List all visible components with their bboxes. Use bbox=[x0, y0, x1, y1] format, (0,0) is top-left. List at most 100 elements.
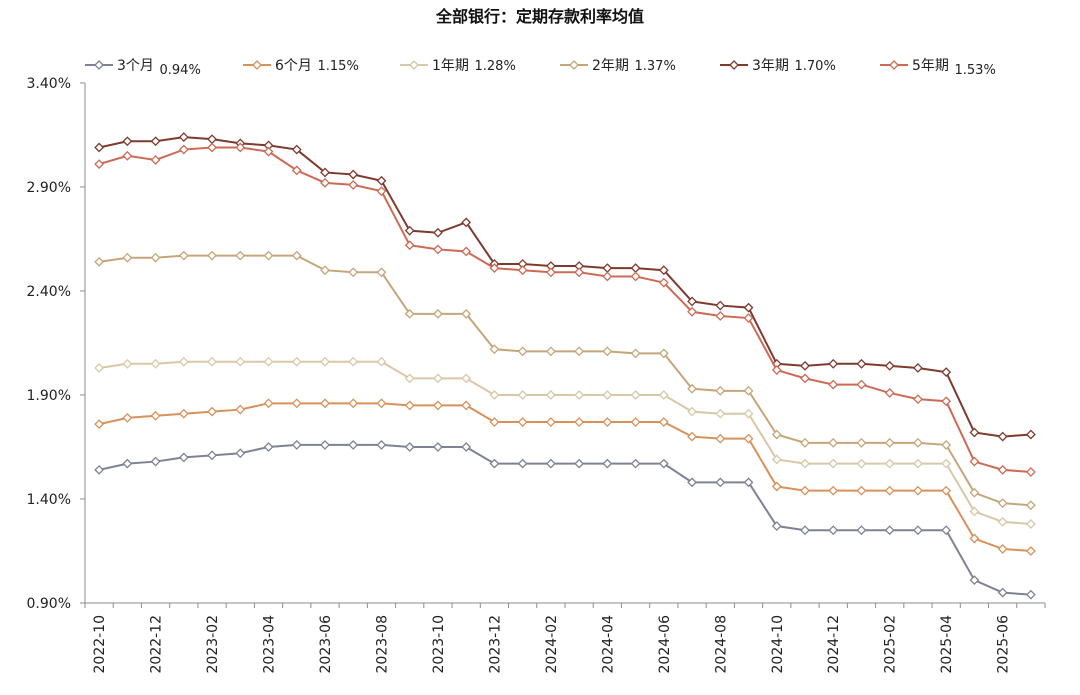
data-point bbox=[828, 458, 839, 469]
data-point bbox=[602, 263, 613, 274]
data-point bbox=[178, 408, 189, 419]
x-tick-label: 2024-02 bbox=[544, 615, 560, 674]
data-point bbox=[404, 240, 415, 251]
x-tick-label: 2023-02 bbox=[205, 615, 221, 674]
legend-value: 1.15% bbox=[318, 59, 359, 74]
data-point bbox=[997, 516, 1008, 527]
x-tick-label: 2023-04 bbox=[262, 615, 278, 674]
data-point bbox=[263, 146, 274, 157]
data-point bbox=[800, 360, 810, 371]
data-point bbox=[743, 433, 754, 444]
data-point bbox=[320, 440, 330, 450]
legend-marker bbox=[409, 60, 419, 70]
data-point bbox=[461, 400, 472, 411]
data-point bbox=[461, 373, 472, 384]
x-tick-label: 2023-06 bbox=[318, 615, 334, 674]
data-point bbox=[743, 385, 754, 396]
data-point bbox=[150, 456, 161, 467]
y-tick-label: 0.90% bbox=[27, 596, 71, 612]
data-point bbox=[376, 186, 387, 197]
data-point bbox=[376, 440, 387, 450]
data-point bbox=[545, 390, 556, 400]
data-point bbox=[433, 442, 443, 452]
data-point bbox=[856, 437, 867, 448]
x-tick-label: 2024-10 bbox=[770, 615, 786, 674]
data-point bbox=[94, 419, 105, 430]
data-point bbox=[969, 456, 980, 467]
data-point bbox=[150, 252, 161, 263]
legend-label: 5年期 bbox=[912, 58, 949, 74]
y-tick-label: 2.40% bbox=[27, 284, 71, 300]
data-point bbox=[235, 142, 246, 153]
legend: 3个月 0.94% 6个月 1.15% 1年期 1.28% 2年期 1.37% 3年期 1.70%… bbox=[85, 58, 996, 78]
data-point bbox=[715, 385, 726, 396]
x-tick-label: 2024-04 bbox=[600, 615, 616, 674]
data-point bbox=[658, 265, 669, 276]
data-point bbox=[715, 408, 726, 419]
data-point bbox=[574, 417, 585, 427]
data-point bbox=[320, 265, 330, 276]
data-point bbox=[771, 365, 782, 375]
data-point bbox=[517, 458, 528, 469]
data-point bbox=[658, 390, 669, 400]
data-point bbox=[150, 358, 161, 369]
data-point bbox=[969, 533, 980, 544]
data-point bbox=[574, 390, 585, 400]
data-point bbox=[404, 442, 415, 452]
data-point bbox=[517, 417, 528, 427]
data-point bbox=[715, 433, 726, 444]
data-point bbox=[856, 358, 867, 369]
data-point bbox=[771, 481, 782, 492]
data-point bbox=[602, 417, 613, 427]
data-point bbox=[376, 398, 387, 409]
data-point bbox=[715, 477, 726, 488]
data-point bbox=[376, 267, 387, 278]
legend-label: 1年期 bbox=[432, 58, 469, 74]
data-point bbox=[320, 356, 330, 367]
data-point bbox=[941, 458, 952, 469]
data-point bbox=[461, 246, 472, 257]
legend-item: 3年期 1.70% bbox=[720, 58, 836, 74]
data-point bbox=[913, 437, 923, 448]
data-point bbox=[687, 383, 697, 394]
data-point bbox=[1025, 467, 1036, 477]
data-point bbox=[489, 458, 500, 469]
data-point bbox=[997, 431, 1008, 442]
series-line bbox=[98, 136, 1031, 438]
series-4 bbox=[94, 250, 1036, 511]
data-point bbox=[489, 417, 500, 427]
legend-item: 1年期 1.28% bbox=[400, 58, 516, 74]
data-point bbox=[545, 417, 556, 427]
legend-value: 1.28% bbox=[475, 59, 516, 74]
data-point bbox=[207, 142, 217, 153]
data-point bbox=[574, 267, 585, 278]
data-point bbox=[913, 525, 923, 536]
data-point bbox=[800, 525, 810, 536]
data-point bbox=[489, 263, 500, 274]
data-point bbox=[433, 244, 443, 255]
data-point bbox=[291, 165, 302, 176]
data-point bbox=[828, 379, 839, 390]
data-point bbox=[743, 408, 754, 419]
data-point bbox=[743, 477, 754, 488]
data-point bbox=[178, 452, 189, 463]
series-1 bbox=[94, 440, 1036, 600]
series-6 bbox=[94, 142, 1036, 477]
data-point bbox=[630, 458, 641, 469]
data-point bbox=[545, 267, 556, 278]
data-point bbox=[715, 300, 726, 311]
data-point bbox=[884, 525, 895, 536]
x-tick-label: 2023-10 bbox=[431, 615, 447, 674]
legend-item: 6个月 1.15% bbox=[243, 58, 359, 74]
series-2 bbox=[94, 398, 1036, 556]
data-point bbox=[150, 155, 161, 165]
data-point bbox=[913, 394, 923, 405]
chart-title: 全部银行：定期存款利率均值 bbox=[435, 7, 644, 26]
legend-item: 3个月 0.94% bbox=[85, 58, 201, 78]
data-point bbox=[348, 356, 359, 367]
data-point bbox=[207, 134, 217, 145]
data-point bbox=[291, 440, 302, 450]
data-point bbox=[517, 390, 528, 400]
data-point bbox=[913, 458, 923, 469]
